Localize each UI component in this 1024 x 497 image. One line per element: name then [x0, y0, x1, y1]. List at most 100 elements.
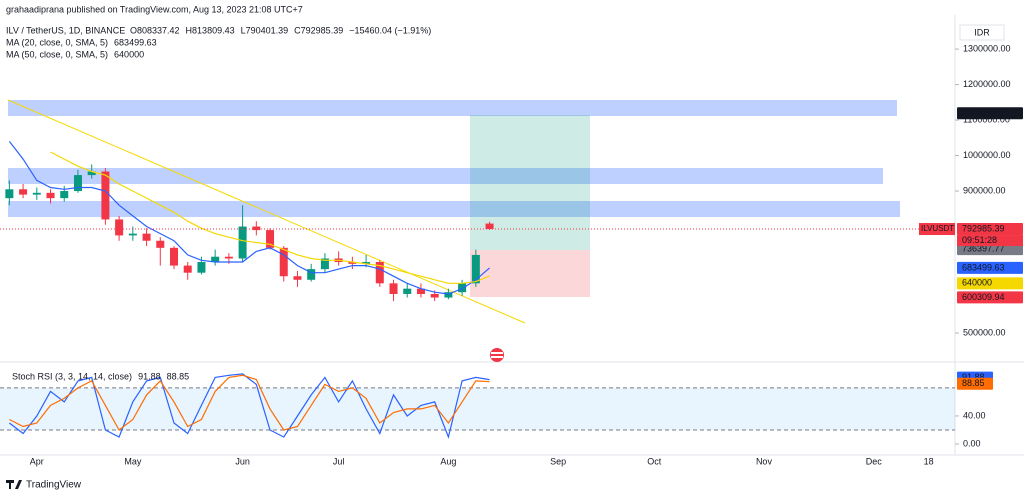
rsi-legend-value: 88.85 [167, 371, 190, 381]
zone [8, 201, 900, 217]
legend-value: H813809.43 [186, 25, 235, 35]
price-badge-label: 736397.77 [962, 243, 1005, 253]
candle-body [60, 191, 69, 199]
stoch-line [9, 373, 490, 439]
y-tick-label: 40.00 [963, 410, 986, 420]
price-badge-label: 91.88 [962, 372, 985, 382]
publish-header: grahaadiprana published on TradingView.c… [6, 4, 303, 14]
candle-body [5, 189, 14, 199]
flag-icon [490, 348, 504, 362]
price-badge-label: 88.85 [962, 378, 985, 388]
price-badge-label: 792985.39 [962, 223, 1005, 233]
candle-body [444, 292, 453, 298]
price-badge-label: 1119056.47 [962, 108, 1008, 118]
candle-body [115, 219, 124, 236]
legend-value: −15460.04 (−1.91%) [349, 25, 431, 35]
currency[interactable]: IDR [974, 27, 990, 37]
candle-body [416, 288, 425, 294]
candle-body [211, 256, 220, 263]
candle-body [170, 247, 178, 266]
rsi-band [0, 387, 955, 430]
moving-average [8, 141, 490, 295]
countdown-badge [957, 235, 1023, 247]
candle-body [307, 269, 316, 280]
stop-zone [470, 250, 590, 297]
legend-value: L790401.39 [241, 25, 289, 35]
candle-body [348, 262, 357, 264]
price-badge-label: 683499.63 [962, 262, 1005, 272]
price-badge [957, 223, 1023, 236]
candle-body [87, 171, 96, 176]
legend-title: ILV / TetherUS, 1D, BINANCE [6, 25, 125, 35]
x-tick-label: Nov [756, 456, 773, 466]
y-tick-label: 500000.00 [963, 327, 1006, 337]
brand: TradingView [26, 480, 82, 491]
price-badge-label: 640000 [962, 278, 992, 288]
legend-series-value: 640000 [114, 49, 144, 59]
legend-series-value: 683499.63 [114, 37, 157, 47]
y-tick-label: 900000.00 [963, 185, 1006, 195]
candle-body [142, 233, 151, 241]
candle-body [279, 247, 288, 277]
target-zone [470, 115, 590, 250]
currency-box[interactable] [959, 24, 1005, 41]
candle-body [19, 189, 28, 195]
countdown: 09:51:28 [962, 235, 997, 245]
candle-body [238, 226, 247, 259]
candle-body [430, 293, 439, 298]
candle-body [485, 223, 494, 230]
candle-body [73, 175, 82, 192]
candle-body [101, 171, 110, 220]
candle-body [471, 254, 480, 284]
price-badge [957, 277, 1023, 290]
candle-body [458, 283, 467, 293]
moving-average [50, 151, 490, 284]
candle-body [293, 276, 302, 280]
candle-body [128, 233, 137, 236]
y-tick-label: 1000000.00 [963, 150, 1011, 160]
legend-value: C792985.39 [294, 25, 343, 35]
x-tick-label: Oct [647, 456, 662, 466]
candle-body [389, 283, 398, 294]
price-badge-label: 600309.94 [962, 292, 1005, 302]
price-badge [957, 261, 1023, 274]
candle-body [156, 240, 165, 248]
legend-series-name: MA (20, close, 0, SMA, 5) [6, 37, 108, 47]
candle-body [32, 192, 41, 195]
price-badge [957, 107, 1023, 120]
candle-body [252, 226, 261, 231]
symbol-badge-label: ILVUSDT [921, 224, 954, 233]
y-tick-label: 1200000.00 [963, 79, 1011, 89]
x-tick-label: Aug [440, 456, 456, 466]
candle-body [197, 262, 206, 273]
x-tick-label: Sep [550, 456, 566, 466]
candle-body [224, 256, 233, 259]
zone [8, 168, 883, 184]
rsi-title: Stoch RSI (3, 3, 14, 14, close) [12, 371, 132, 381]
x-tick-label: Jun [235, 456, 250, 466]
candle-body [183, 265, 192, 273]
candle-body [266, 230, 275, 248]
legend-value: O808337.42 [130, 25, 180, 35]
symbol-badge [919, 223, 955, 236]
trend-line [7, 99, 526, 324]
x-tick-label: Apr [30, 456, 44, 466]
x-tick-label: 18 [924, 456, 934, 466]
rsi-legend-value: 91.88 [138, 371, 161, 381]
y-tick-label: 0.00 [963, 438, 981, 448]
x-tick-label: Dec [866, 456, 883, 466]
price-badge [957, 291, 1023, 304]
brand-logo [6, 480, 22, 489]
x-tick-label: May [124, 456, 142, 466]
stoch-line [9, 374, 490, 431]
legend-series-name: MA (50, close, 0, SMA, 5) [6, 49, 108, 59]
candle-body [362, 262, 371, 264]
zone [8, 100, 897, 116]
y-tick-label: 1300000.00 [963, 43, 1011, 53]
candle-body [375, 262, 384, 284]
candle-body [403, 288, 412, 294]
price-badge [957, 377, 993, 390]
x-tick-label: Jul [333, 456, 345, 466]
price-badge [957, 243, 1023, 256]
